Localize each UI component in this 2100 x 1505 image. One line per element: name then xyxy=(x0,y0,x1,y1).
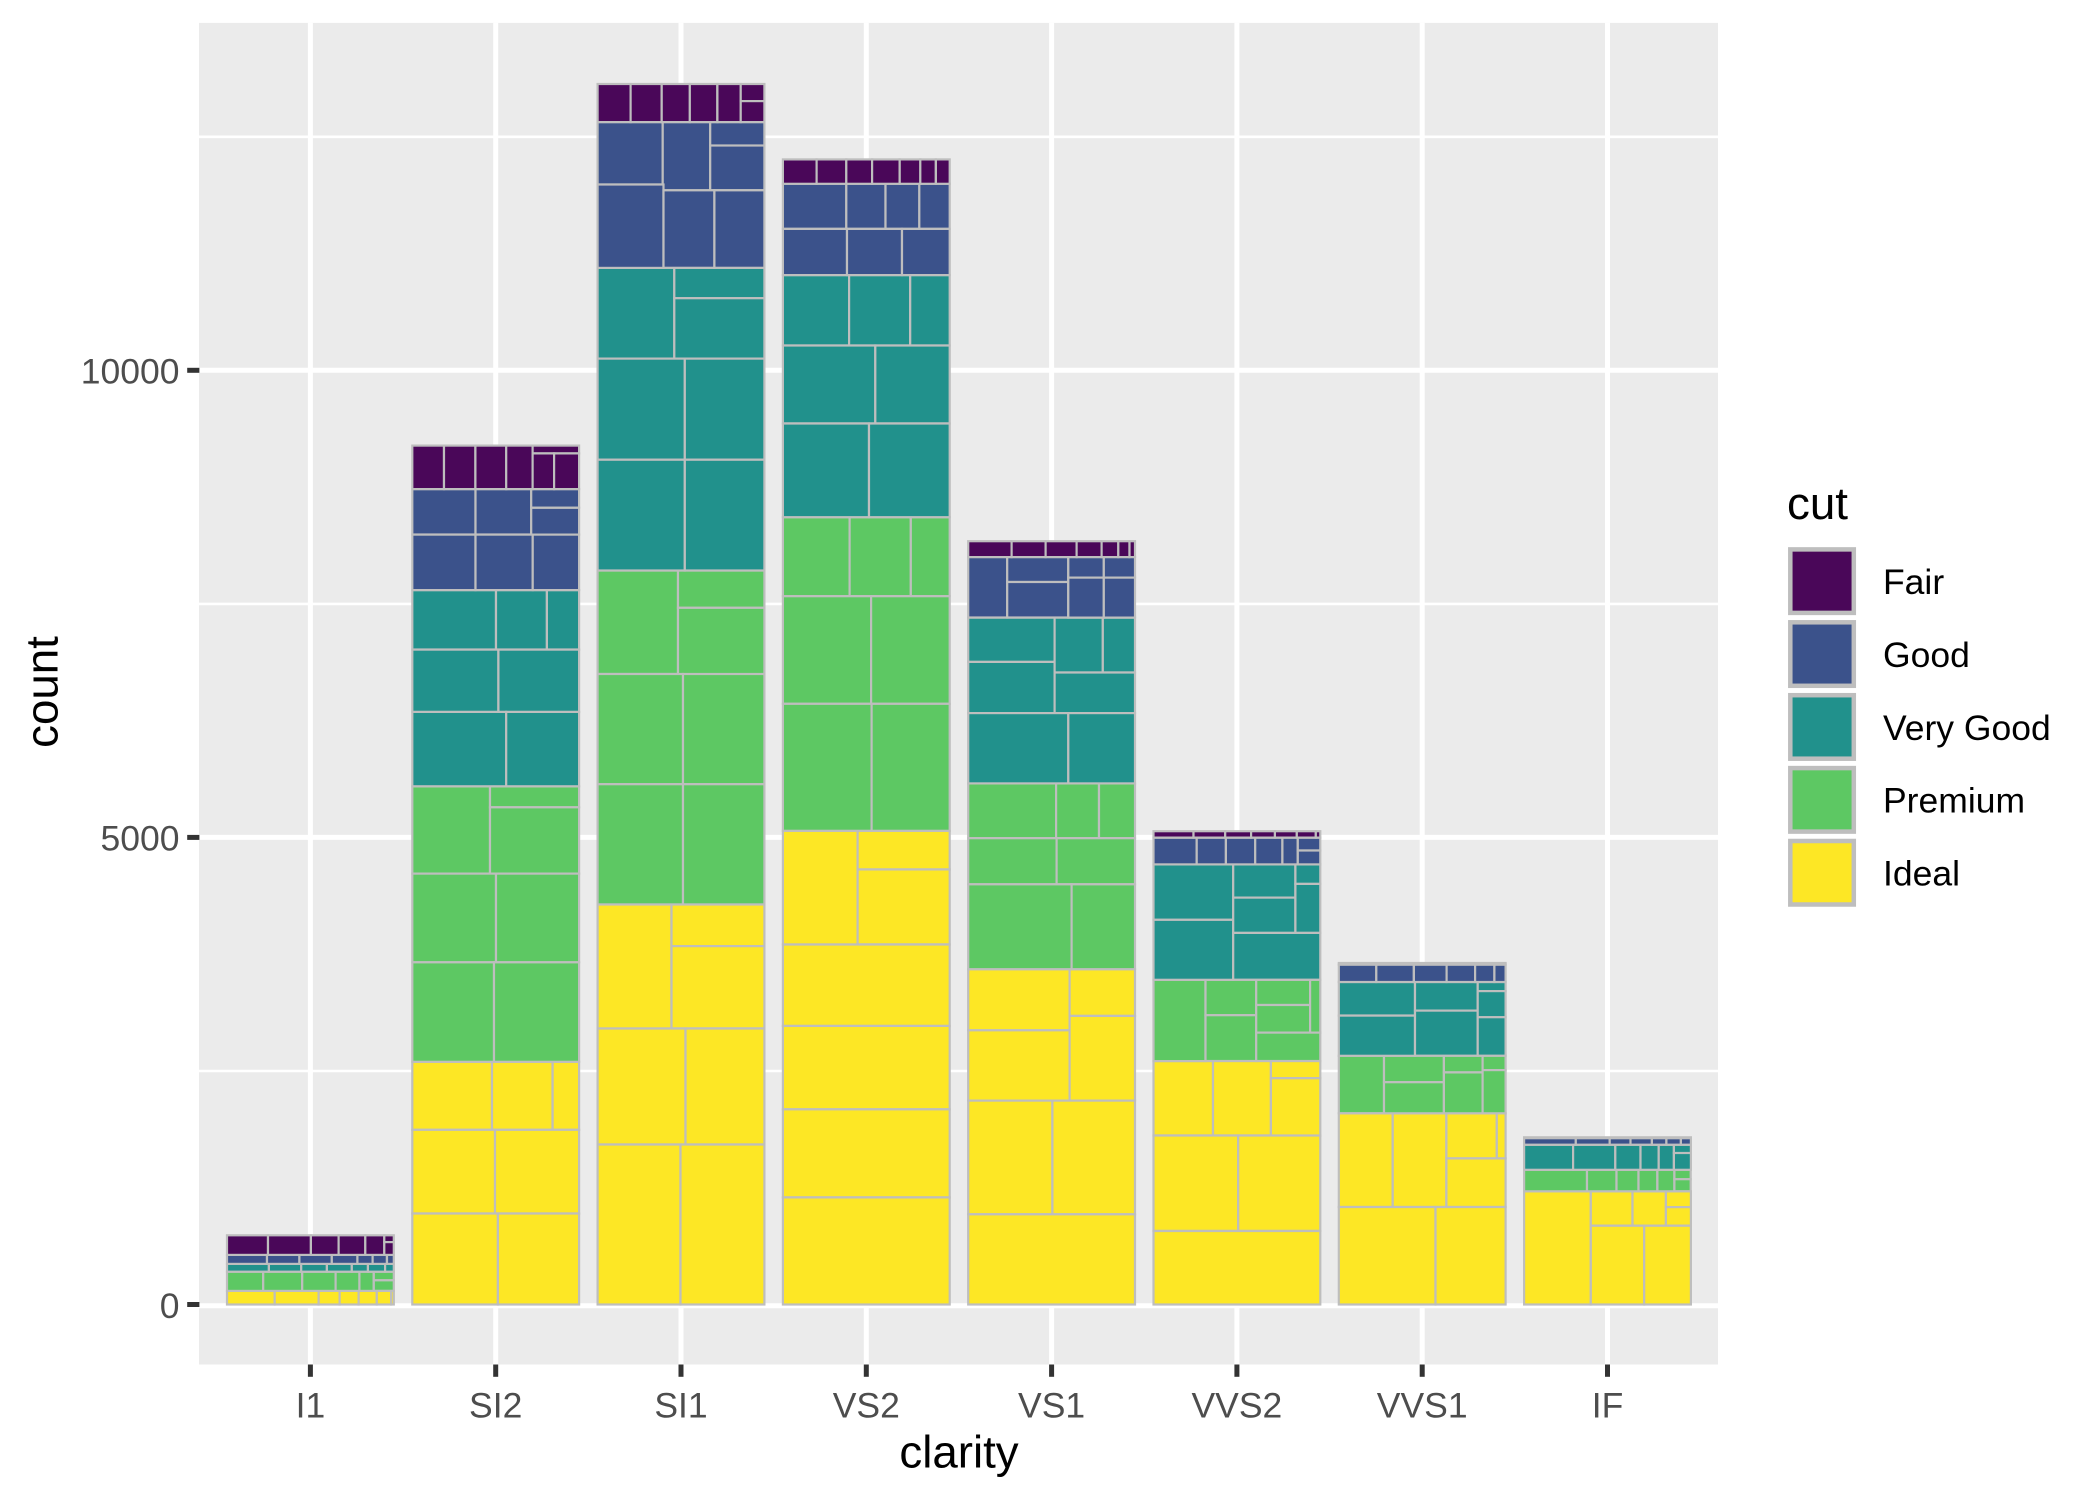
svg-text:10000: 10000 xyxy=(81,352,180,392)
svg-text:VS2: VS2 xyxy=(833,1385,900,1425)
svg-text:IF: IF xyxy=(1592,1385,1624,1425)
svg-text:Fair: Fair xyxy=(1883,562,1944,602)
svg-text:clarity: clarity xyxy=(899,1427,1018,1478)
svg-text:Good: Good xyxy=(1883,635,1970,675)
svg-text:5000: 5000 xyxy=(101,819,180,859)
svg-text:SI2: SI2 xyxy=(469,1385,522,1425)
svg-text:SI1: SI1 xyxy=(654,1385,707,1425)
svg-text:VS1: VS1 xyxy=(1018,1385,1085,1425)
svg-text:Premium: Premium xyxy=(1883,781,2025,821)
svg-text:Very Good: Very Good xyxy=(1883,708,2051,748)
svg-text:count: count xyxy=(17,636,68,748)
svg-text:VVS2: VVS2 xyxy=(1192,1385,1283,1425)
svg-text:cut: cut xyxy=(1787,478,1848,529)
svg-text:VVS1: VVS1 xyxy=(1377,1385,1468,1425)
svg-text:0: 0 xyxy=(160,1286,180,1326)
svg-text:Ideal: Ideal xyxy=(1883,854,1960,894)
svg-text:I1: I1 xyxy=(296,1385,326,1425)
